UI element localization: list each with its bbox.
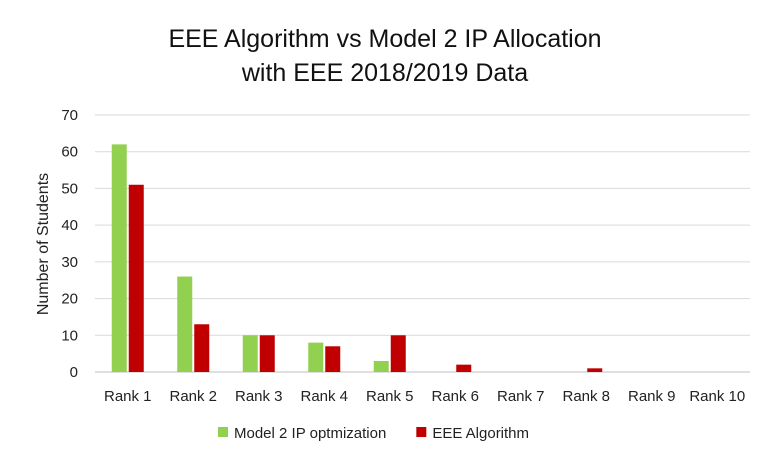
y-tick-label: 60 (61, 144, 78, 161)
bar (194, 324, 210, 372)
legend-label: EEE Algorithm (432, 425, 529, 442)
x-tick-label: Rank 3 (235, 388, 283, 405)
legend-swatch (218, 427, 228, 437)
bar (242, 335, 258, 372)
y-tick-label: 30 (61, 254, 78, 271)
x-tick-label: Rank 1 (104, 388, 152, 405)
bar (128, 184, 144, 372)
x-tick-label: Rank 7 (497, 388, 545, 405)
legend-swatch (416, 427, 427, 437)
chart-title: EEE Algorithm vs Model 2 IP Allocation w… (0, 22, 770, 90)
bar (373, 360, 389, 372)
bar (177, 276, 193, 372)
y-tick-label: 40 (61, 217, 78, 234)
bar (587, 368, 603, 372)
y-tick-label: 70 (61, 107, 78, 124)
y-tick-label: 20 (61, 291, 78, 308)
bar (325, 346, 341, 372)
y-axis-ticks: 0 10 20 30 40 50 60 70 (61, 107, 78, 381)
x-tick-label: Rank 2 (169, 388, 217, 405)
bar (456, 364, 472, 372)
x-tick-label: Rank 6 (431, 388, 479, 405)
gridlines (95, 114, 750, 373)
bars (111, 144, 603, 372)
bar (308, 342, 324, 372)
x-tick-label: Rank 8 (562, 388, 610, 405)
x-tick-label: Rank 9 (628, 388, 676, 405)
y-axis-label: Number of Students (35, 173, 52, 315)
bar (390, 335, 406, 372)
y-tick-label: 10 (61, 327, 78, 344)
x-tick-label: Rank 4 (300, 388, 348, 405)
chart-title-line-2: with EEE 2018/2019 Data (241, 59, 529, 87)
x-axis-ticks: Rank 1 Rank 2 Rank 3 Rank 4 Rank 5 Rank 6 Rank… (104, 388, 745, 405)
x-tick-label: Rank 5 (366, 388, 414, 405)
chart-title-line-1: EEE Algorithm vs Model 2 IP Allocation (168, 25, 602, 53)
y-tick-label: 50 (61, 180, 78, 197)
y-tick-label: 0 (70, 364, 78, 381)
legend-label: Model 2 IP optmization (234, 425, 386, 442)
legend: Model 2 IP optmization EEE Algorithm (218, 425, 529, 442)
bar (111, 144, 127, 372)
x-tick-label: Rank 10 (689, 388, 745, 405)
bar (259, 335, 275, 372)
